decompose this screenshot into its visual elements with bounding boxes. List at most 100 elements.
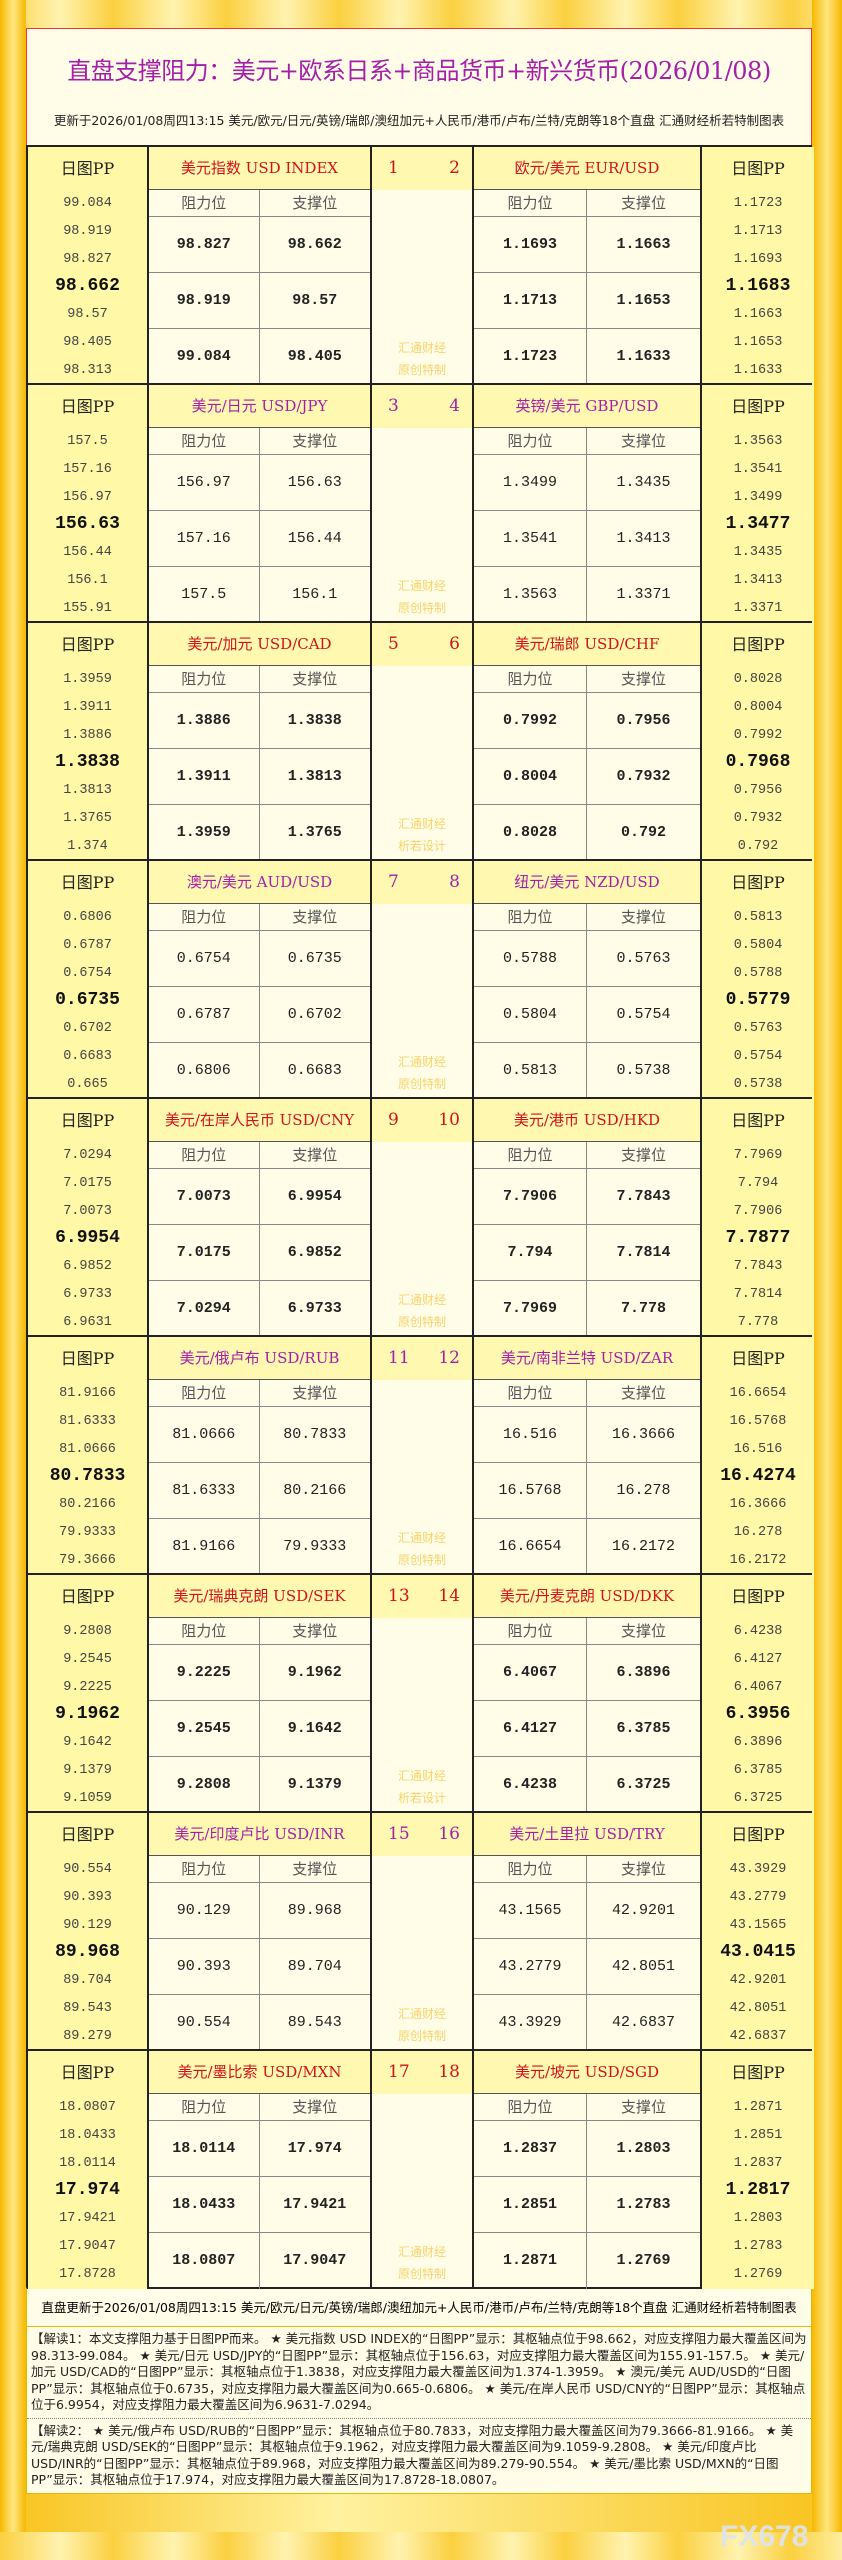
support-label: 支撑位 (620, 194, 666, 212)
pair-table-left: 美元指数 USD INDEX 阻力位 支撑位 98.827 98.662 98.919 98… (147, 147, 372, 385)
support-value: 1.3413 (616, 530, 671, 547)
resistance-value: 98.827 (149, 217, 260, 273)
support-value: 79.9333 (283, 1538, 347, 1555)
pp-value: 81.9166 (59, 1386, 116, 1401)
resistance-value: 157.16 (149, 511, 260, 567)
resistance-value: 6.4238 (474, 1757, 587, 1813)
middle-column: 11 12 汇通财经 原创特制 (372, 1337, 472, 1575)
pair-table-left: 澳元/美元 AUD/USD 阻力位 支撑位 0.6754 0.6735 0.6787 0.6… (147, 861, 372, 1099)
pivot-value: 1.3838 (55, 752, 120, 773)
pp-value: 16.5768 (729, 1413, 787, 1429)
pp-column-left: 日图PP 0.6806 0.6787 0.6754 0.6735 0.6702 0.6683… (28, 861, 147, 1099)
middle-column: 15 16 汇通财经 原创特制 (372, 1813, 472, 2051)
pp-value: 43.2779 (729, 1889, 787, 1905)
watermark-text: 汇通财经 原创特制 (398, 1051, 446, 1095)
pp-value: 98.827 (63, 251, 112, 267)
resistance-value: 6.4127 (474, 1701, 587, 1757)
pair-table-right: 美元/港币 USD/HKD 阻力位 支撑位 7.7906 7.7843 7.794 7.78… (472, 1099, 702, 1337)
resistance-label: 阻力位 (149, 190, 260, 217)
level-row: 0.7992 0.7956 (474, 693, 700, 749)
pp-value: 9.1379 (63, 1762, 112, 1778)
pp-value: 157.5 (67, 434, 108, 449)
pp-header: 日图PP (731, 873, 785, 892)
level-row: 1.3499 1.3435 (474, 455, 700, 511)
pp-value: 6.3785 (733, 1762, 783, 1778)
pair-block: 日图PP 1.3959 1.3911 1.3886 1.3838 1.3813 1.3765… (26, 621, 814, 861)
pp-value: 1.3886 (63, 727, 112, 743)
level-row: 1.2837 1.2803 (474, 2121, 700, 2177)
resistance-value: 81.0666 (149, 1407, 260, 1463)
pair-table-left: 美元/在岸人民币 USD/CNY 阻力位 支撑位 7.0073 6.9954 7.0175… (147, 1099, 372, 1337)
support-value: 6.3896 (616, 1664, 671, 1681)
watermark-text: 汇通财经 原创特制 (398, 337, 446, 381)
pair-name: 美元指数 USD INDEX (149, 147, 370, 190)
pp-value: 0.5763 (733, 1021, 783, 1037)
footer: 直盘更新于2026/01/08周四13:15 美元/欧元/日元/英镑/瑞郎/澳纽… (26, 2287, 812, 2494)
resistance-value: 7.0073 (149, 1169, 260, 1225)
pivot-value: 1.2817 (725, 2180, 791, 2201)
watermark-line: 原创特制 (397, 2029, 446, 2043)
pp-column-left: 日图PP 7.0294 7.0175 7.0073 6.9954 6.9852 6.9733… (28, 1099, 147, 1337)
pair-table-right: 美元/南非兰特 USD/ZAR 阻力位 支撑位 16.516 16.3666 16.576… (472, 1337, 702, 1575)
pp-value: 7.0073 (63, 1203, 112, 1219)
pair-name: 美元/瑞典克朗 USD/SEK (149, 1575, 370, 1618)
pp-column-right: 日图PP 0.5813 0.5804 0.5788 0.5779 0.5763 0.5754… (702, 861, 814, 1099)
middle-column: 13 14 汇通财经 析若设计 (372, 1575, 472, 1813)
pp-value: 18.0114 (59, 2155, 116, 2171)
watermark-text: 汇通财经 析若设计 (398, 1765, 446, 1809)
pp-value: 17.9047 (59, 2238, 116, 2254)
level-row: 43.1565 42.9201 (474, 1883, 700, 1939)
support-value: 156.63 (287, 474, 342, 491)
pair-number: 2 (449, 158, 460, 178)
support-label: 支撑位 (292, 1860, 338, 1878)
pp-value: 7.778 (737, 1314, 779, 1330)
pair-blocks: 日图PP 99.084 98.919 98.827 98.662 98.57 98.405 9… (26, 145, 814, 2289)
pp-value: 157.16 (63, 461, 112, 477)
resistance-label: 阻力位 (474, 1142, 587, 1169)
support-label: 支撑位 (292, 194, 338, 212)
pp-value: 0.5738 (733, 1076, 783, 1092)
level-row: 18.0807 17.9047 (149, 2233, 370, 2289)
resistance-label: 阻力位 (474, 666, 587, 693)
pp-header: 日图PP (731, 159, 785, 178)
pp-value: 1.3371 (733, 600, 783, 616)
resistance-value: 9.2545 (149, 1701, 260, 1757)
pair-block: 日图PP 18.0807 18.0433 18.0114 17.974 17.9421 17… (26, 2049, 814, 2289)
support-label: 支撑位 (292, 670, 338, 688)
level-row: 1.1723 1.1633 (474, 329, 700, 385)
resistance-value: 0.6754 (149, 931, 260, 987)
level-row: 0.6787 0.6702 (149, 987, 370, 1043)
support-label: 支撑位 (292, 1146, 338, 1164)
resistance-value: 1.1713 (474, 273, 587, 329)
resistance-value: 0.6806 (149, 1043, 260, 1099)
resistance-label: 阻力位 (149, 1380, 260, 1407)
pp-value: 6.9852 (63, 1259, 112, 1275)
level-row: 18.0433 17.9421 (149, 2177, 370, 2233)
support-label: 支撑位 (620, 2098, 666, 2116)
support-value: 1.3435 (616, 474, 671, 491)
pp-value: 9.2225 (63, 1679, 112, 1695)
pair-numbers: 11 12 (372, 1337, 472, 1380)
pair-table-left: 美元/瑞典克朗 USD/SEK 阻力位 支撑位 9.2225 9.1962 9.2545 9… (147, 1575, 372, 1813)
pp-header: 日图PP (60, 1111, 115, 1130)
resistance-label: 阻力位 (474, 428, 587, 455)
pivot-value: 80.7833 (49, 1466, 126, 1487)
pair-number: 8 (449, 872, 460, 892)
pivot-value: 98.662 (55, 276, 120, 297)
support-label: 支撑位 (620, 1622, 666, 1640)
footer-update-text: 直盘更新于2026/01/08周四13:15 美元/欧元/日元/英镑/瑞郎/澳纽… (27, 2289, 811, 2327)
resistance-value: 1.2851 (474, 2177, 587, 2233)
middle-column: 7 8 汇通财经 原创特制 (372, 861, 472, 1099)
pivot-value: 16.4274 (720, 1466, 796, 1487)
pair-block: 日图PP 0.6806 0.6787 0.6754 0.6735 0.6702 0.6683… (26, 859, 814, 1099)
pp-value: 6.3725 (733, 1790, 783, 1806)
level-row: 7.7906 7.7843 (474, 1169, 700, 1225)
pp-value: 89.279 (63, 2028, 112, 2044)
support-value: 0.5763 (616, 950, 671, 967)
resistance-value: 0.7992 (474, 693, 587, 749)
support-value: 17.974 (287, 2140, 342, 2157)
support-value: 42.6837 (611, 2014, 675, 2031)
resistance-value: 1.1693 (474, 217, 587, 273)
watermark-line: 汇通财经 (397, 1769, 446, 1783)
level-row: 9.2808 9.1379 (149, 1757, 370, 1813)
